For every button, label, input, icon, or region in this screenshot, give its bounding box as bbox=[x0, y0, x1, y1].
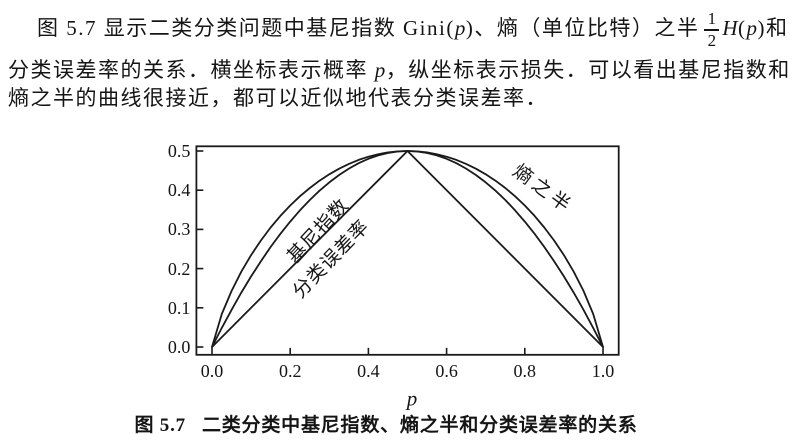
x-tick-label: 0.0 bbox=[200, 361, 224, 381]
math-var-p: p bbox=[374, 58, 386, 82]
x-axis-label: p bbox=[406, 386, 418, 411]
paragraph-line-3: 熵之半的曲线很接近，都可以近似地代表分类误差率． bbox=[8, 84, 794, 112]
text-run: )、熵（单位比特）之半 bbox=[465, 16, 700, 40]
figure-caption: 图 5.7 二类分类中基尼指数、熵之半和分类误差率的关系 bbox=[0, 410, 772, 437]
caption-text: 二类分类中基尼指数、熵之半和分类误差率的关系 bbox=[201, 415, 638, 436]
math-var-p: p bbox=[454, 16, 466, 40]
text-run: 图 5.7 显示二类分类问题中基尼指数 Gini( bbox=[37, 16, 455, 40]
fraction-numerator: 1 bbox=[707, 9, 717, 29]
plot-frame bbox=[195, 145, 620, 356]
paragraph-line-1: 图 5.7 显示二类分类问题中基尼指数 Gini(p)、熵（单位比特）之半 1 2 H… bbox=[8, 0, 794, 56]
y-tick-label: 0.4 bbox=[167, 180, 191, 201]
text-run: 分类误差率的关系．横坐标表示概率 bbox=[8, 58, 375, 82]
caption-figure-number: 图 5.7 bbox=[134, 415, 186, 436]
text-run: ) bbox=[757, 16, 766, 40]
text-run: ，纵坐标表示损失．可以看出基尼指数和 bbox=[385, 58, 791, 82]
curve-half-entropy bbox=[211, 150, 604, 348]
x-tick-label: 0.8 bbox=[513, 361, 537, 381]
y-tick-label: 0.5 bbox=[167, 141, 191, 161]
text-run: ( bbox=[738, 16, 747, 40]
y-tick-label: 0.1 bbox=[167, 297, 191, 318]
x-tick-label: 1.0 bbox=[591, 361, 615, 381]
text-run: 熵之半的曲线很接近，都可以近似地代表分类误差率． bbox=[8, 86, 548, 110]
math-var-p: p bbox=[746, 16, 758, 40]
y-tick-label: 0.0 bbox=[167, 337, 191, 357]
x-tick-label: 0.4 bbox=[357, 361, 380, 381]
intro-paragraph: 图 5.7 显示二类分类问题中基尼指数 Gini(p)、熵（单位比特）之半 1 2 H… bbox=[8, 0, 794, 112]
y-tick-label: 0.3 bbox=[167, 219, 191, 240]
text-run: 和 bbox=[766, 16, 789, 40]
paragraph-line-2: 分类误差率的关系．横坐标表示概率 p，纵坐标表示损失．可以看出基尼指数和 bbox=[8, 56, 794, 84]
x-tick-label: 0.2 bbox=[278, 361, 302, 381]
x-tick-label: 0.6 bbox=[435, 361, 458, 381]
math-var-H: H bbox=[722, 16, 738, 40]
fraction-bar bbox=[704, 29, 720, 32]
fraction-denominator: 2 bbox=[707, 31, 717, 51]
y-tick-label: 0.2 bbox=[167, 258, 191, 279]
